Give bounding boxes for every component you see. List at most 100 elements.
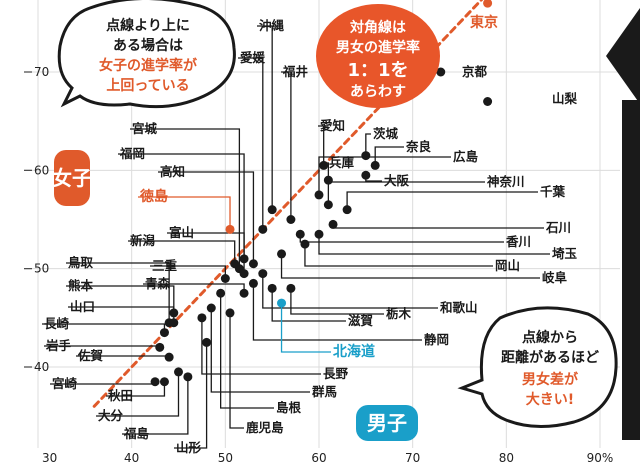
- data-point: [483, 0, 493, 8]
- point-label: 熊本: [68, 278, 94, 293]
- point-label: 埼玉: [552, 246, 578, 261]
- data-point: [174, 367, 183, 377]
- point-label: 北海道: [333, 343, 375, 360]
- x-tick-label: 70: [405, 451, 420, 465]
- point-label: 和歌山: [439, 300, 478, 315]
- data-point: [319, 160, 329, 170]
- bubble-diagonal-line-2: 男女の進学率: [336, 39, 420, 56]
- x-axis-badge: 男子: [356, 405, 418, 441]
- data-point: [277, 249, 287, 259]
- point-label: 島根: [276, 400, 302, 415]
- point-label: 東京: [470, 14, 498, 31]
- point-label: 宮城: [132, 121, 158, 136]
- data-point: [169, 318, 179, 328]
- leader-line: [122, 376, 189, 435]
- data-point: [286, 215, 296, 224]
- point-label: 高知: [160, 164, 185, 179]
- data-point: [323, 200, 333, 210]
- data-point: [206, 303, 216, 313]
- leader-line: [96, 371, 180, 417]
- point-label: 福島: [123, 426, 150, 441]
- point-label: 山形: [176, 440, 202, 455]
- point-label: 兵庫: [329, 155, 355, 170]
- point-label: 山梨: [552, 91, 578, 106]
- leader-line: [374, 146, 404, 166]
- bubble-distance: 点線から 距離があるほど 男女差が 大きい!: [457, 306, 618, 429]
- data-points: [150, 0, 493, 387]
- leader-line: [318, 156, 451, 195]
- leader-line: [158, 171, 255, 264]
- data-point: [239, 269, 249, 279]
- point-label: 佐賀: [77, 348, 104, 363]
- leader-line: [210, 308, 310, 393]
- data-point: [436, 67, 446, 77]
- point-label: 岡山: [495, 258, 520, 273]
- data-point: [300, 239, 310, 249]
- data-point: [248, 278, 258, 288]
- x-tick-label: 50: [218, 451, 233, 465]
- data-point: [239, 288, 249, 298]
- y-tick-label: 70: [34, 65, 49, 79]
- data-point: [164, 352, 174, 362]
- leader-line: [271, 288, 346, 322]
- bubble-distance-line-4: 大きい!: [526, 391, 574, 408]
- data-point: [295, 229, 305, 239]
- point-label: 福岡: [119, 146, 145, 161]
- leader-line: [66, 285, 175, 313]
- point-label: 長崎: [44, 316, 70, 331]
- leader-line: [365, 133, 371, 156]
- data-point: [155, 342, 165, 352]
- data-point: [314, 190, 324, 200]
- point-label: 京都: [462, 64, 488, 79]
- leader-line: [304, 244, 493, 267]
- point-label: 静岡: [424, 332, 449, 347]
- data-point: [342, 205, 352, 215]
- point-label: 愛媛: [240, 50, 266, 65]
- leader-line: [318, 125, 325, 166]
- bubble-above-line-1: 点線より上に: [106, 17, 190, 34]
- leader-line: [138, 196, 231, 230]
- point-label: 青森: [145, 276, 171, 291]
- leader-line: [128, 240, 236, 264]
- point-label: 沖縄: [259, 18, 285, 33]
- leader-line: [68, 306, 175, 323]
- data-point: [328, 219, 338, 229]
- point-label: 岩手: [45, 338, 72, 353]
- leader-line: [229, 312, 244, 429]
- data-point: [361, 170, 371, 180]
- data-point: [258, 269, 268, 279]
- data-point: [216, 288, 226, 298]
- leader-line: [281, 71, 292, 220]
- point-label: 千葉: [540, 184, 566, 199]
- point-label: 福井: [282, 64, 309, 79]
- data-point: [248, 259, 258, 269]
- data-point: [361, 151, 371, 161]
- data-point: [202, 337, 212, 347]
- data-point: [258, 224, 268, 234]
- data-point: [323, 175, 333, 185]
- leader-line: [262, 273, 438, 309]
- data-point: [225, 308, 235, 318]
- leader-line: [252, 283, 422, 341]
- point-label: 三重: [152, 258, 178, 273]
- leader-line: [238, 57, 264, 230]
- point-label: 香川: [505, 234, 531, 249]
- data-point: [286, 283, 296, 293]
- y-axis-label: 女子: [52, 166, 92, 190]
- data-point: [225, 224, 235, 234]
- point-label: 群馬: [311, 384, 337, 399]
- leader-line: [118, 153, 245, 259]
- point-label: 愛知: [320, 118, 345, 133]
- data-point: [159, 377, 169, 387]
- data-point: [370, 160, 380, 170]
- point-label: 岐阜: [542, 270, 568, 285]
- point-label: 石川: [545, 220, 571, 235]
- leader-line: [290, 288, 384, 315]
- bubble-distance-line-3: 男女差が: [522, 371, 579, 388]
- point-label: 新潟: [130, 233, 156, 248]
- data-point: [183, 372, 193, 382]
- point-label: 奈良: [405, 139, 432, 154]
- bubble-above-line-4: 上回っている: [106, 78, 189, 94]
